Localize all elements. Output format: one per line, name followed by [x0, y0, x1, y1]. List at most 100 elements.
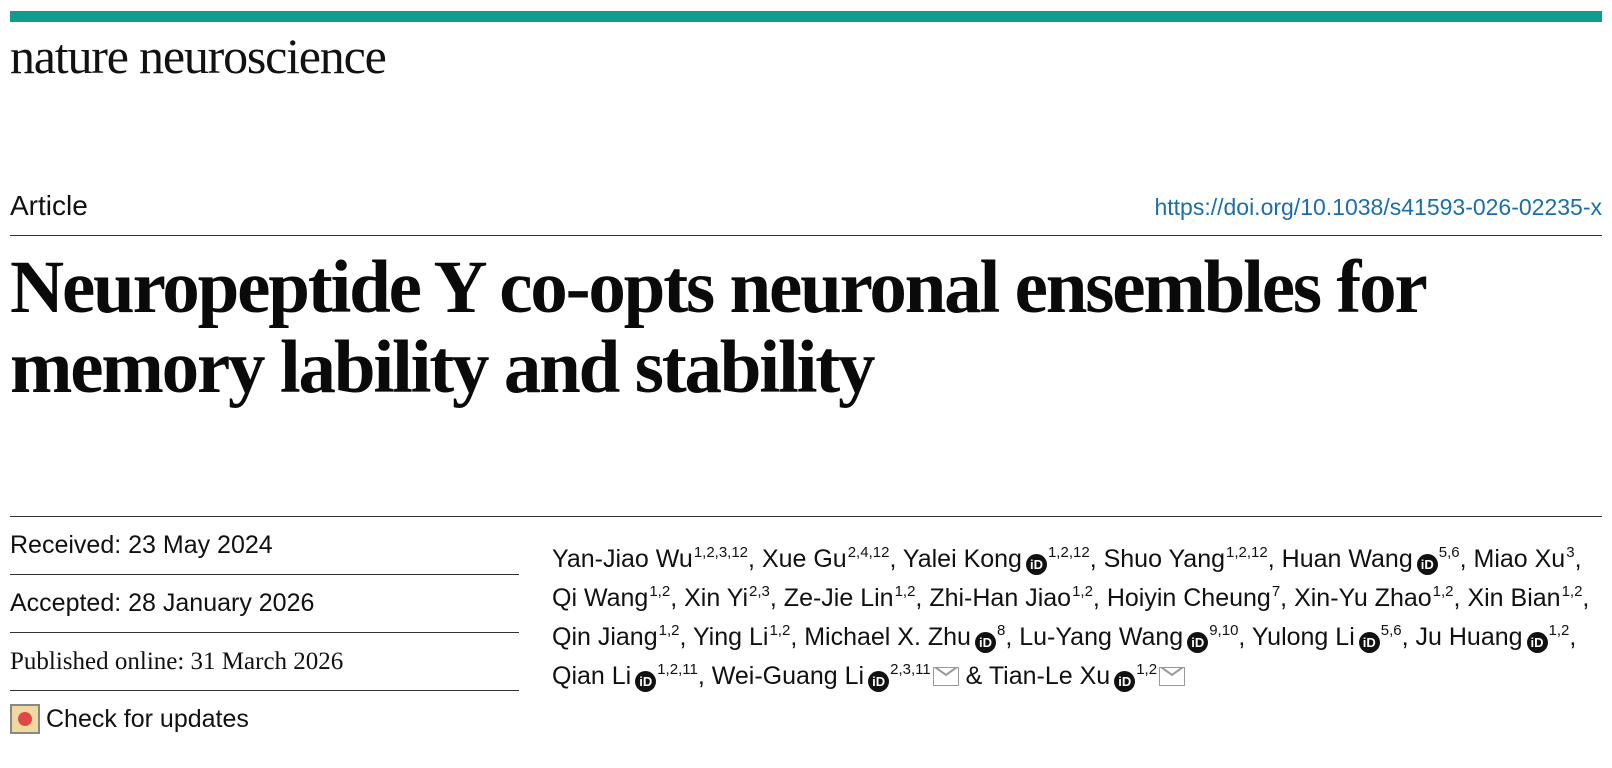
author-name[interactable]: Qi Wang1,2	[552, 584, 670, 612]
author-name[interactable]: Xin-Yu Zhao1,2	[1294, 584, 1453, 612]
author-name[interactable]: Tian-Le Xu iD1,2	[988, 661, 1186, 692]
orcid-icon[interactable]: iD	[1025, 554, 1047, 575]
author-separator: ,	[1459, 545, 1474, 573]
orcid-icon[interactable]: iD	[1526, 632, 1548, 653]
author-name[interactable]: Qian Li iD1,2,11	[552, 661, 698, 692]
author-affiliation[interactable]: 8	[996, 622, 1006, 639]
author-name-text[interactable]: Yan-Jiao Wu	[552, 545, 693, 573]
author-name-text[interactable]: Michael X. Zhu	[804, 623, 971, 651]
author-separator: ,	[1005, 623, 1020, 651]
author-affiliation[interactable]: 1,2	[649, 583, 671, 600]
email-icon[interactable]	[1159, 667, 1186, 686]
orcid-icon[interactable]: iD	[1114, 671, 1136, 692]
author-name-text[interactable]: Hoiyin Cheung	[1106, 584, 1271, 612]
author-name[interactable]: Shuo Yang1,2,12	[1104, 545, 1268, 573]
author-name[interactable]: Huan Wang iD5,6	[1281, 544, 1460, 575]
meta-divider	[10, 516, 1602, 517]
orcid-icon[interactable]: iD	[635, 671, 657, 692]
orcid-icon[interactable]: iD	[974, 632, 996, 653]
author-separator: ,	[748, 545, 762, 573]
orcid-icon[interactable]: iD	[1358, 632, 1380, 653]
author-name-text[interactable]: Yalei Kong	[902, 545, 1022, 573]
author-affiliation[interactable]: 2,3	[749, 583, 770, 600]
author-name[interactable]: Michael X. Zhu iD8	[804, 622, 1006, 653]
received-date: Received: 23 May 2024	[10, 517, 519, 575]
author-name-text[interactable]: Lu-Yang Wang	[1019, 623, 1184, 651]
author-separator: ,	[1267, 545, 1282, 573]
author-affiliation[interactable]: 1,2,3,12	[693, 544, 749, 561]
author-separator: ,	[1089, 545, 1104, 573]
author-separator: ,	[1582, 584, 1590, 612]
author-affiliation[interactable]: 9,10	[1209, 622, 1239, 639]
article-dates: Received: 23 May 2024 Accepted: 28 Janua…	[10, 517, 519, 747]
journal-name[interactable]: nature neuroscience	[10, 28, 387, 84]
author-affiliation[interactable]: 5,6	[1380, 622, 1402, 639]
email-icon[interactable]	[932, 667, 959, 686]
author-separator: ,	[769, 584, 784, 612]
author-separator: ,	[1401, 623, 1416, 651]
author-name-text[interactable]: Ze-Jie Lin	[783, 584, 894, 612]
author-name[interactable]: Qin Jiang1,2	[552, 623, 679, 651]
author-affiliation[interactable]: 1,2	[1561, 583, 1583, 600]
author-name-text[interactable]: Huan Wang	[1281, 545, 1413, 573]
article-title: Neuropeptide Y co-opts neuronal ensemble…	[10, 246, 1426, 409]
author-name[interactable]: Yulong Li iD5,6	[1251, 622, 1402, 653]
author-name-text[interactable]: Xin Yi	[684, 584, 749, 612]
author-separator: ,	[915, 584, 930, 612]
author-affiliation[interactable]: 3	[1566, 544, 1575, 561]
author-name-text[interactable]: Yulong Li	[1251, 623, 1355, 651]
author-name[interactable]: Hoiyin Cheung7	[1107, 584, 1280, 612]
author-name[interactable]: Xin Bian1,2	[1467, 584, 1582, 612]
author-name[interactable]: Zhi-Han Jiao1,2	[929, 584, 1093, 612]
author-name[interactable]: Yan-Jiao Wu1,2,3,12	[552, 545, 748, 573]
author-affiliation[interactable]: 1,2	[769, 622, 791, 639]
author-name-text[interactable]: Qian Li	[552, 662, 632, 690]
author-affiliation[interactable]: 1,2,12	[1226, 544, 1268, 561]
author-name-text[interactable]: Xin Bian	[1467, 584, 1561, 612]
author-affiliation[interactable]: 1,2,11	[657, 661, 698, 678]
author-name-text[interactable]: Qi Wang	[552, 584, 649, 612]
author-affiliation[interactable]: 7	[1271, 583, 1281, 600]
author-name[interactable]: Xue Gu2,4,12	[762, 545, 890, 573]
author-affiliation[interactable]: 1,2	[658, 622, 680, 639]
author-name-text[interactable]: Qin Jiang	[552, 623, 658, 651]
author-affiliation[interactable]: 1,2	[1432, 583, 1454, 600]
author-list: Yan-Jiao Wu1,2,3,12, Xue Gu2,4,12, Yalei…	[552, 540, 1602, 696]
author-name-text[interactable]: Shuo Yang	[1103, 545, 1226, 573]
author-affiliation[interactable]: 1,2,12	[1047, 544, 1090, 561]
orcid-icon[interactable]: iD	[868, 671, 890, 692]
author-name-text[interactable]: Ying Li	[692, 623, 769, 651]
article-type: Article	[10, 190, 88, 221]
author-affiliation[interactable]: 1,2	[1548, 622, 1570, 639]
check-for-updates-button[interactable]: Check for updates	[10, 691, 519, 747]
author-affiliation[interactable]: 2,3,11	[890, 661, 931, 678]
doi-link[interactable]: https://doi.org/10.1038/s41593-026-02235…	[1154, 194, 1602, 220]
author-affiliation[interactable]: 1,2	[1072, 583, 1093, 600]
author-name-text[interactable]: Ju Huang	[1415, 623, 1523, 651]
author-name[interactable]: Ze-Jie Lin1,2	[784, 584, 916, 612]
orcid-icon[interactable]: iD	[1416, 554, 1438, 575]
author-name-text[interactable]: Miao Xu	[1473, 545, 1566, 573]
author-separator: ,	[1453, 584, 1468, 612]
orcid-icon[interactable]: iD	[1187, 632, 1209, 653]
author-name[interactable]: Xin Yi2,3	[684, 584, 770, 612]
author-separator: ,	[670, 584, 685, 612]
check-for-updates-icon	[10, 704, 40, 734]
author-name-text[interactable]: Tian-Le Xu	[988, 662, 1111, 690]
author-name-text[interactable]: Xue Gu	[761, 545, 847, 573]
author-name[interactable]: Yalei Kong iD1,2,12	[902, 544, 1090, 575]
author-separator: ,	[1238, 623, 1252, 651]
author-separator: ,	[790, 623, 805, 651]
author-name-text[interactable]: Xin-Yu Zhao	[1294, 584, 1432, 612]
author-affiliation[interactable]: 1,2	[1136, 661, 1158, 678]
author-name[interactable]: Ju Huang iD1,2	[1415, 622, 1570, 653]
author-name[interactable]: Ying Li1,2	[693, 623, 790, 651]
author-name-text[interactable]: Zhi-Han Jiao	[929, 584, 1072, 612]
author-affiliation[interactable]: 5,6	[1438, 544, 1460, 561]
author-name[interactable]: Lu-Yang Wang iD9,10	[1019, 622, 1239, 653]
author-affiliation[interactable]: 2,4,12	[847, 544, 890, 561]
author-name-text[interactable]: Wei-Guang Li	[711, 662, 865, 690]
author-affiliation[interactable]: 1,2	[894, 583, 916, 600]
author-name[interactable]: Miao Xu3	[1474, 545, 1575, 573]
author-name[interactable]: Wei-Guang Li iD2,3,11	[711, 661, 959, 692]
